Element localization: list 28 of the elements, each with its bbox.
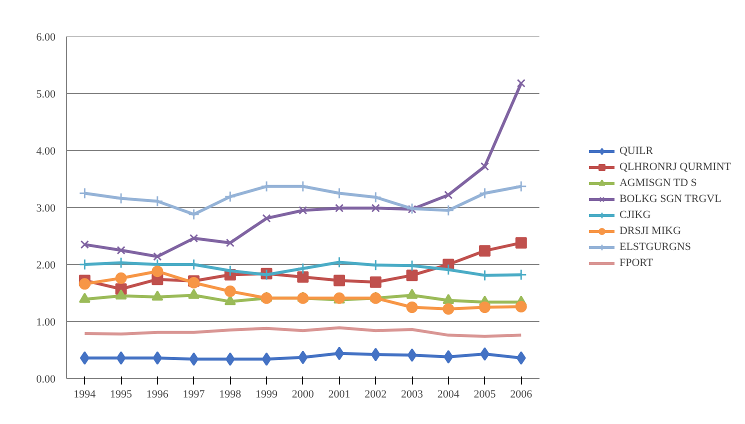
x-tick-label: 2000 — [292, 388, 314, 400]
x-tick-label: 1999 — [256, 388, 278, 400]
legend-label: QUILR — [619, 144, 654, 158]
x-tick-label: 1995 — [110, 388, 133, 400]
y-tick-label: 1.00 — [36, 316, 56, 328]
legend-label: AGMISGN TD S — [619, 176, 697, 190]
x-tick-label: 1997 — [182, 388, 206, 400]
legend-label: BOLKG SGN TRGVL — [619, 192, 722, 206]
legend-label: DRSJI MIKG — [619, 224, 681, 238]
x-tick-label: 2005 — [474, 388, 496, 400]
legend-label: FPORT — [619, 256, 654, 270]
x-tick-label: 2003 — [401, 388, 424, 400]
x-tick-label: 1994 — [74, 388, 96, 400]
x-tick-label: 2006 — [510, 388, 533, 400]
legend-label: ELSTGURGNS — [619, 240, 691, 254]
y-tick-label: 3.00 — [36, 202, 56, 214]
y-tick-label: 6.00 — [36, 32, 56, 44]
legend-label: CJIKG — [619, 208, 651, 222]
x-tick-label: 2001 — [328, 388, 350, 400]
x-tick-label: 1998 — [219, 388, 242, 400]
x-tick-label: 1996 — [146, 388, 169, 400]
x-tick-label: 2004 — [437, 388, 460, 400]
y-tick-label: 2.00 — [36, 260, 56, 272]
legend-label: QLHRONRJ QURMINT — [619, 160, 731, 174]
x-tick-label: 2002 — [364, 388, 387, 400]
y-tick-label: 4.00 — [36, 146, 56, 158]
y-tick-label: 5.00 — [36, 88, 56, 100]
y-tick-label: 0.00 — [36, 374, 56, 386]
